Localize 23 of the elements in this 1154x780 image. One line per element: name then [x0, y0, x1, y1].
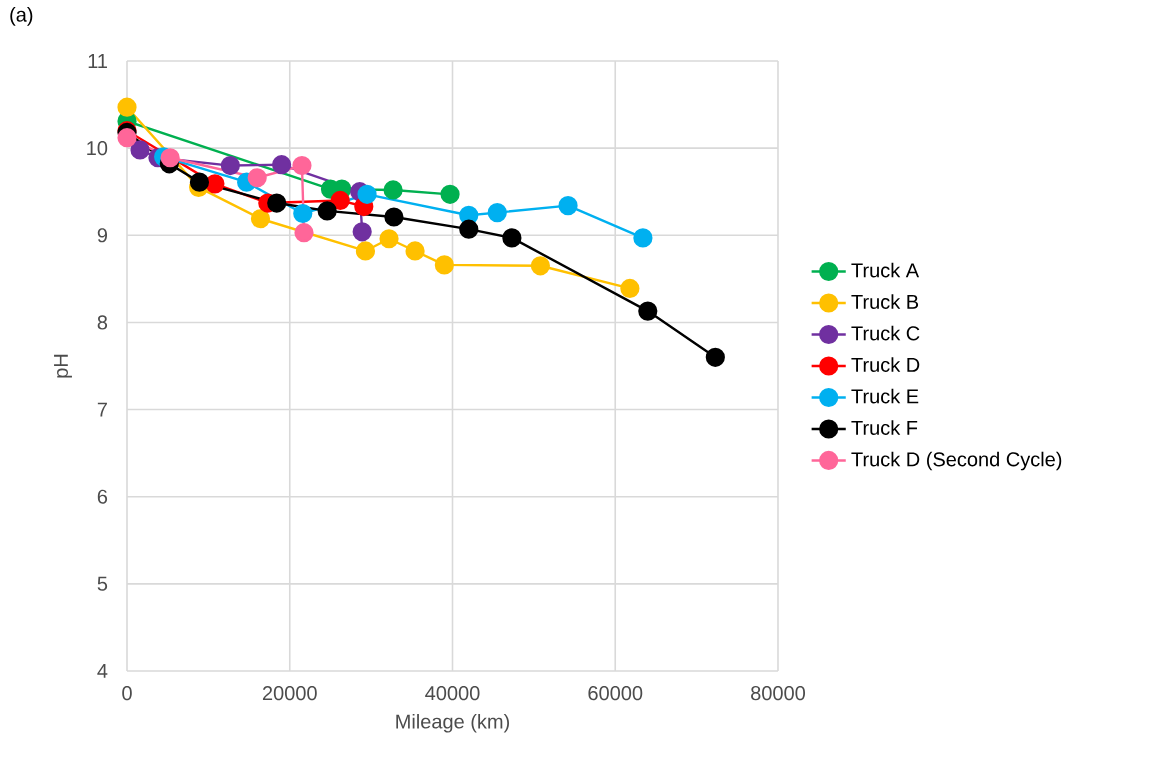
x-tick-label: 80000 — [751, 686, 806, 701]
legend-label: Truck A — [851, 262, 920, 278]
legend-label: Truck D (Second Cycle) — [851, 451, 1062, 471]
y-tick-label: 5 — [97, 576, 108, 591]
legend-label: Truck F — [851, 420, 918, 435]
legend-label: Truck E — [851, 388, 919, 404]
y-tick-label: 10 — [87, 141, 108, 156]
legend-label: Truck C — [851, 325, 920, 341]
x-tick-label: 40000 — [425, 686, 480, 701]
y-tick-label: 11 — [88, 54, 107, 68]
x-tick-label: 0 — [122, 686, 132, 701]
y-axis-title: pH — [54, 354, 72, 378]
y-tick-label: 8 — [97, 315, 108, 330]
legend-label: Truck B — [851, 294, 919, 309]
legend-label: Truck D — [851, 357, 920, 372]
y-tick-label: 6 — [97, 489, 108, 504]
y-tick-label: 4 — [97, 664, 108, 678]
x-tick-label: 20000 — [262, 686, 317, 701]
x-tick-label: 60000 — [588, 686, 643, 701]
x-axis-title: Mileage (km) — [396, 713, 510, 733]
y-tick-label: 9 — [97, 228, 108, 243]
y-tick-label: 7 — [97, 402, 107, 417]
text: (a) — [10, 7, 33, 26]
